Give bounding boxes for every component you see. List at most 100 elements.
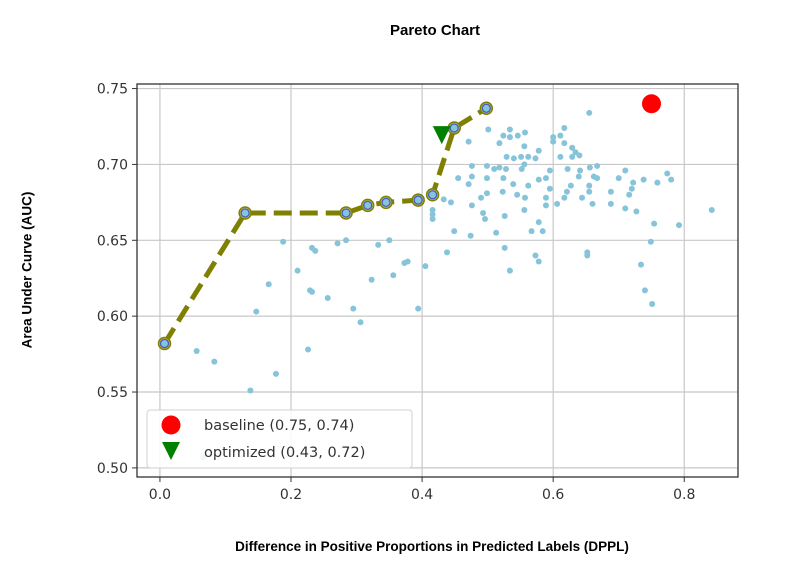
scatter-point [305, 346, 312, 353]
scatter-point [569, 153, 576, 160]
scatter-point [532, 155, 539, 162]
pareto-point [481, 103, 491, 113]
scatter-point [576, 152, 583, 159]
x-axis-label: Difference in Positive Proportions in Pr… [235, 539, 629, 554]
scatter-point [521, 194, 528, 201]
scatter-point [308, 288, 315, 295]
scatter-point [265, 281, 272, 288]
scatter-point [465, 181, 472, 188]
baseline-point [641, 94, 661, 114]
pareto-point [240, 208, 250, 218]
scatter-point [514, 191, 521, 198]
x-tick-label: 0.0 [149, 487, 171, 503]
scatter-point [510, 181, 517, 188]
scatter-point [375, 241, 382, 248]
scatter-point [561, 194, 568, 201]
scatter-point [647, 238, 654, 245]
scatter-point [550, 138, 557, 145]
scatter-point [708, 206, 715, 213]
scatter-point [628, 185, 635, 192]
scatter-point [615, 175, 622, 182]
scatter-point [542, 175, 549, 182]
scatter-point [586, 182, 593, 189]
scatter-point [444, 249, 451, 256]
scatter-point [535, 176, 542, 183]
scatter-point [500, 175, 507, 182]
legend: baseline (0.75, 0.74) optimized (0.43, 0.… [146, 409, 413, 469]
scatter-point [415, 305, 422, 312]
scatter-point [483, 175, 490, 182]
scatter-point [506, 267, 513, 274]
scatter-point [447, 199, 454, 206]
scatter-series [193, 109, 715, 461]
scatter-point [641, 287, 648, 294]
scatter-point [485, 126, 492, 133]
scatter-point [557, 153, 564, 160]
scatter-point [247, 387, 254, 394]
scatter-point [440, 196, 447, 203]
scatter-point [493, 229, 500, 236]
scatter-point [622, 167, 629, 174]
scatter-point [468, 162, 475, 169]
scatter-point [554, 200, 561, 207]
scatter-point [668, 176, 675, 183]
scatter-point [676, 222, 683, 229]
scatter-point [483, 162, 490, 169]
scatter-point [496, 140, 503, 147]
pareto-point [363, 200, 373, 211]
scatter-point [607, 188, 614, 195]
scatter-point [521, 206, 528, 213]
scatter-point [429, 206, 436, 213]
scatter-point [312, 247, 319, 254]
scatter-point [280, 238, 287, 245]
scatter-point [455, 175, 462, 182]
scatter-point [521, 129, 528, 136]
scatter-point [546, 167, 553, 174]
scatter-point [557, 132, 564, 139]
scatter-point [577, 167, 584, 174]
scatter-point [468, 202, 475, 209]
scatter-point [550, 134, 557, 141]
scatter-point [564, 165, 571, 172]
scatter-point [506, 134, 513, 141]
scatter-point [483, 190, 490, 197]
scatter-point [654, 179, 661, 186]
scatter-point [502, 165, 509, 172]
scatter-point [525, 182, 532, 189]
scatter-point [294, 267, 301, 274]
scatter-point [633, 208, 640, 215]
pareto-front [157, 101, 494, 351]
scatter-point [567, 182, 574, 189]
optimized-point [432, 126, 451, 145]
scatter-point [651, 220, 658, 227]
scatter-point [499, 188, 506, 195]
scatter-point [503, 153, 510, 160]
legend-optimized-marker [162, 442, 180, 460]
scatter-point [542, 194, 549, 201]
pareto-line [162, 106, 488, 345]
scatter-point [390, 272, 397, 279]
scatter-point [542, 202, 549, 209]
highlight-points [432, 94, 661, 145]
scatter-point [630, 179, 637, 186]
scatter-point [528, 228, 535, 235]
legend-baseline-marker [161, 415, 181, 435]
y-tick-label: 0.55 [97, 385, 128, 401]
scatter-point [563, 188, 570, 195]
y-tick-label: 0.50 [97, 461, 128, 477]
scatter-point [429, 216, 436, 223]
scatter-point [501, 213, 508, 220]
chart-title: Pareto Chart [389, 22, 481, 39]
scatter-point [343, 237, 350, 244]
x-tick-label: 0.2 [280, 487, 302, 503]
scatter-point [622, 205, 629, 212]
pareto-point [341, 208, 351, 218]
scatter-point [465, 138, 472, 145]
pareto-point [449, 123, 459, 133]
plot-frame [136, 83, 739, 478]
scatter-point [539, 228, 546, 235]
scatter-point [561, 125, 568, 132]
scatter-point [357, 319, 364, 326]
scatter-point [649, 301, 656, 308]
